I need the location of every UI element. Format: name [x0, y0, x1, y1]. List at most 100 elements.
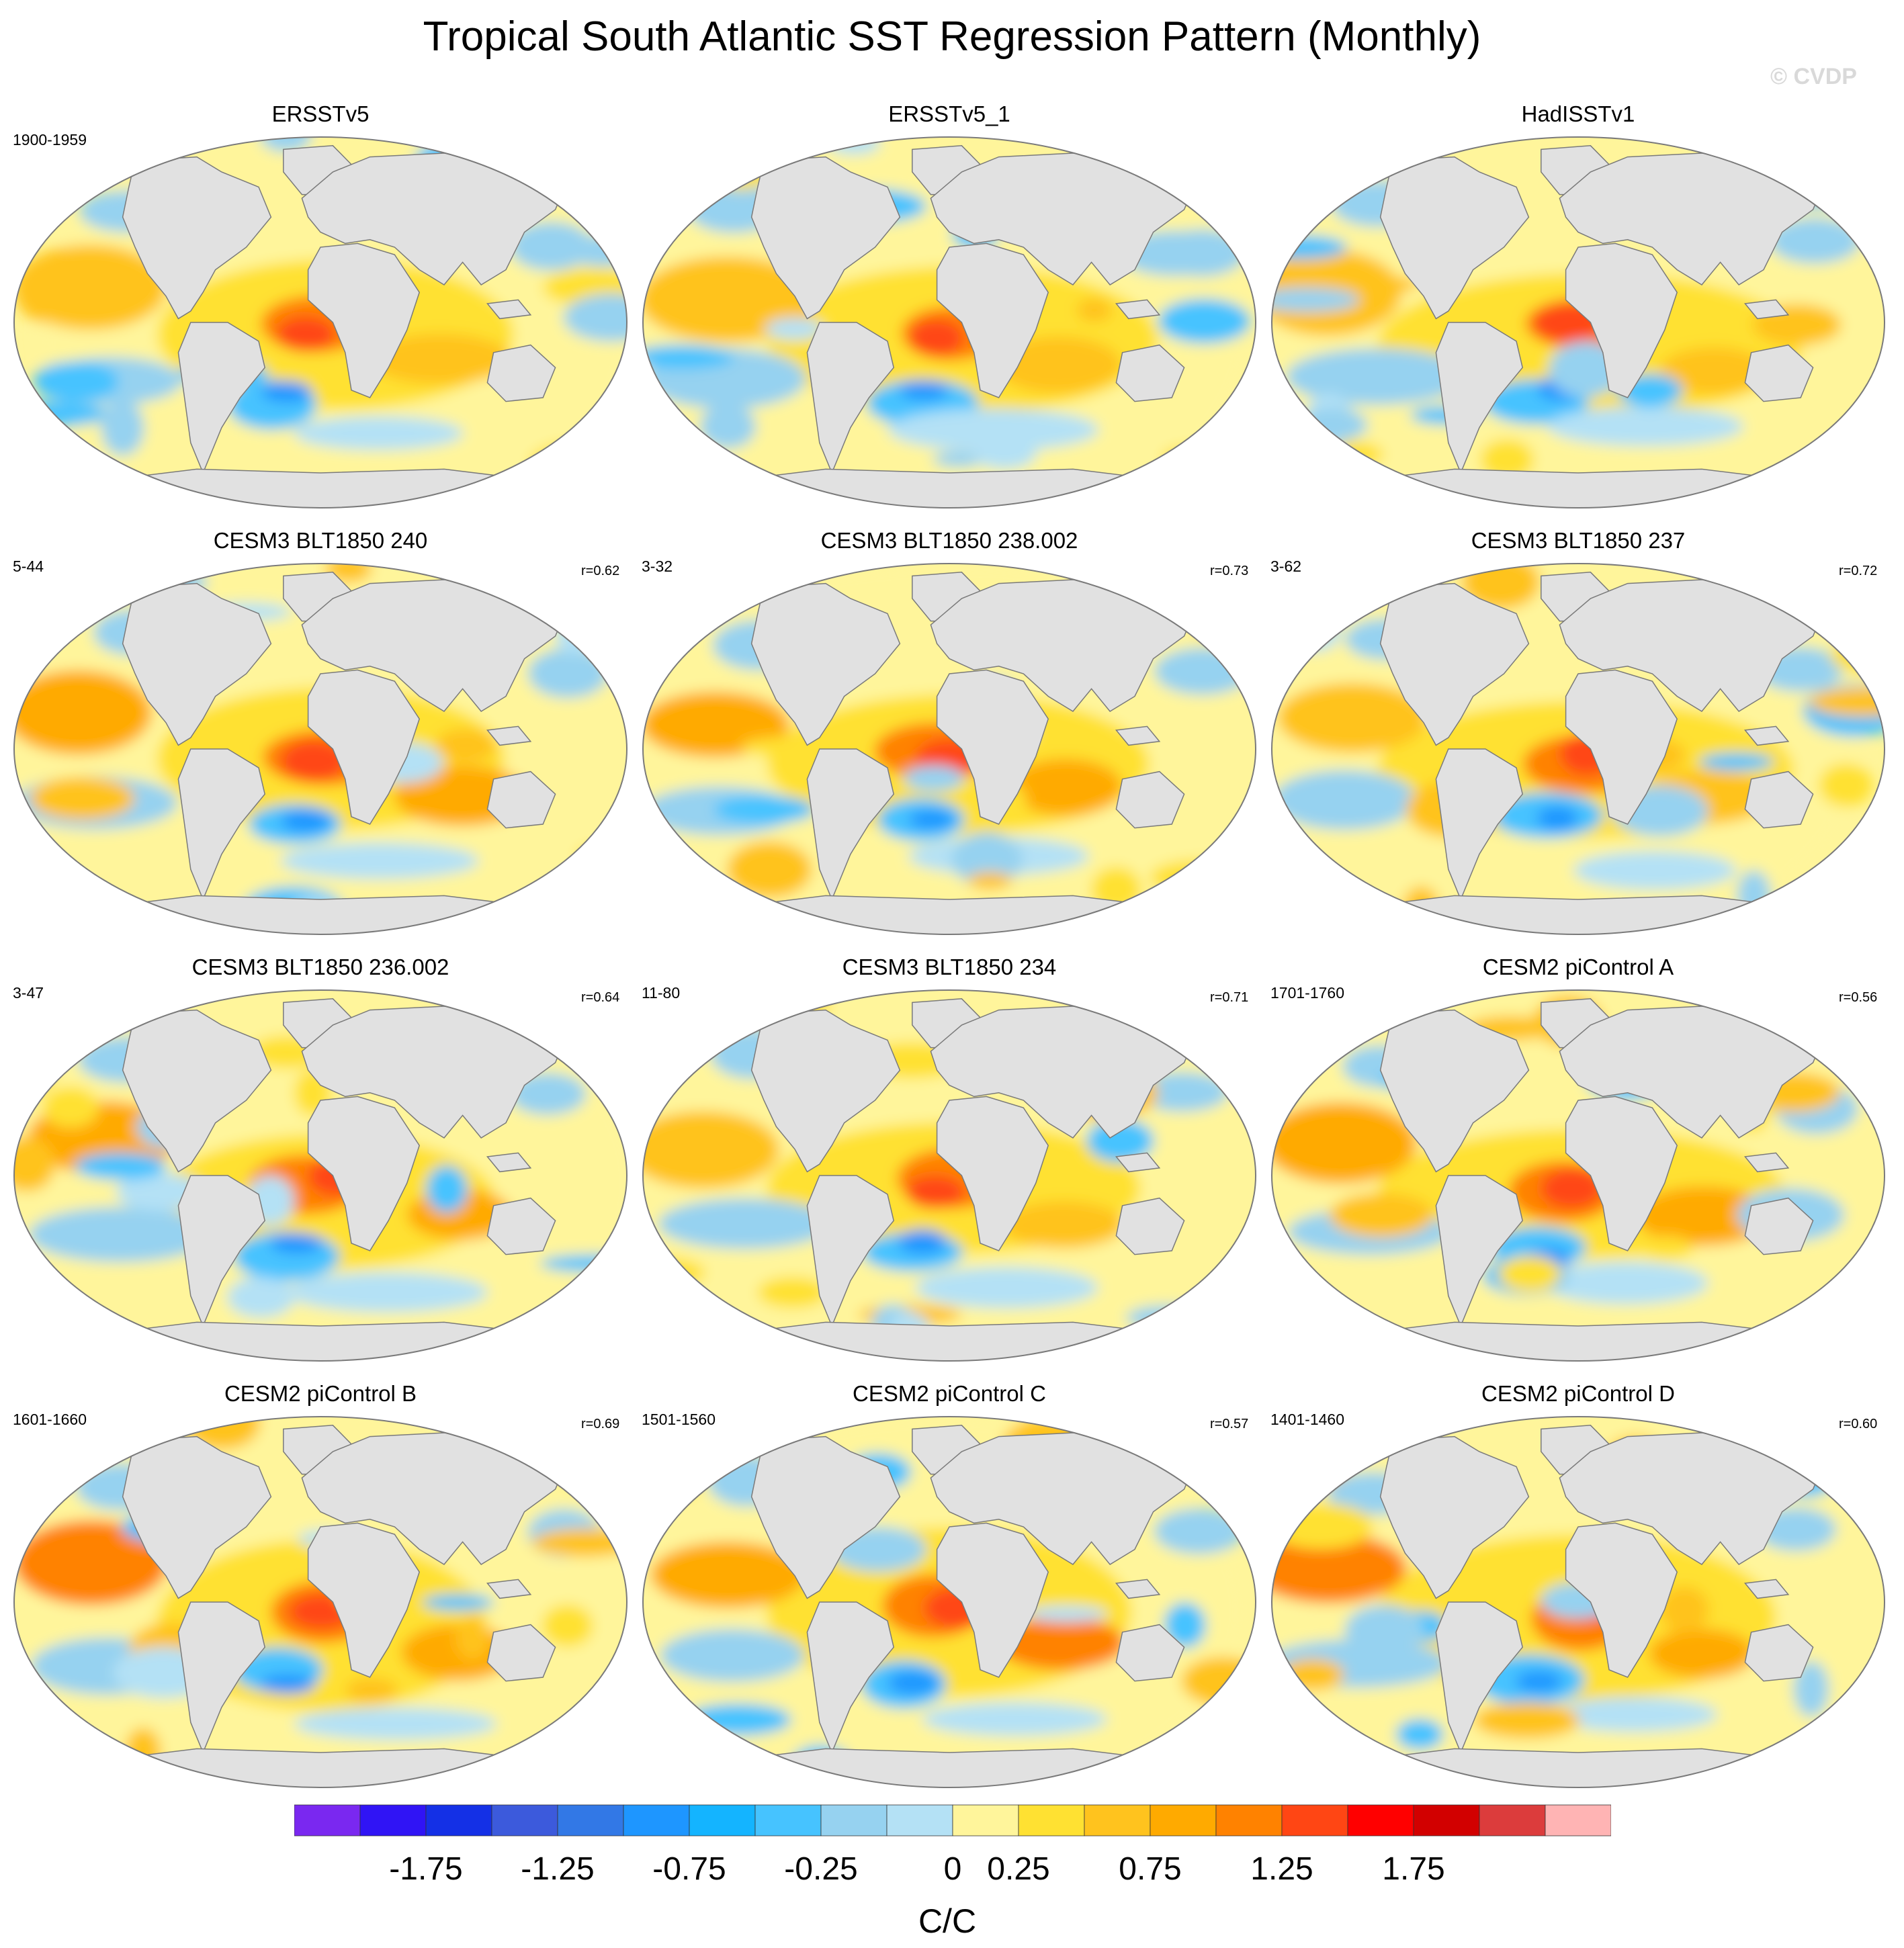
regression-map — [13, 989, 628, 1362]
colorbar-tick-label: -0.75 — [652, 1851, 726, 1887]
land-mass — [806, 748, 895, 901]
colorbar-swatch — [425, 1804, 492, 1836]
land-mass — [122, 582, 272, 746]
panel-title: CESM3 BLT1850 238.002 — [820, 528, 1078, 553]
land-mass — [1379, 1435, 1530, 1599]
regression-map — [13, 136, 628, 508]
panel-title: ERSSTv5 — [271, 101, 370, 126]
panel-pattern-correlation: r=0.56 — [1839, 990, 1878, 1005]
colorbar-swatch — [1215, 1804, 1283, 1836]
land-mass — [122, 156, 272, 320]
regression-map — [13, 1416, 628, 1788]
land-mass — [750, 582, 901, 746]
panel-period: 11-80 — [642, 984, 681, 1002]
panel-title: CESM2 piControl B — [224, 1381, 417, 1406]
land-mass — [1743, 1152, 1790, 1173]
panel-title: CESM3 BLT1850 234 — [842, 955, 1057, 979]
land-mass — [1435, 1175, 1524, 1327]
panel-title: CESM3 BLT1850 236.002 — [191, 955, 449, 979]
panel-title: HadISSTv1 — [1521, 101, 1635, 126]
map-outline — [13, 563, 628, 935]
map-outline — [642, 989, 1256, 1362]
colorbar-tick-label: 0.25 — [987, 1851, 1050, 1887]
land-mass — [750, 1009, 901, 1173]
regression-map — [1271, 1416, 1885, 1788]
panel-pattern-correlation: r=0.69 — [581, 1417, 620, 1431]
map-outline — [642, 1416, 1256, 1788]
map-outline — [13, 989, 628, 1362]
land-mass — [177, 748, 266, 901]
colorbar-swatch — [952, 1804, 1019, 1836]
land-mass — [307, 242, 421, 398]
colorbar-swatch — [754, 1804, 822, 1836]
land-mass — [1435, 748, 1524, 901]
land-mass — [1565, 1522, 1678, 1678]
colorbar-swatch — [886, 1804, 953, 1836]
map-outline — [1271, 563, 1885, 935]
panel-pattern-correlation: r=0.57 — [1210, 1417, 1249, 1431]
land-mass — [1115, 1579, 1161, 1599]
colorbar-tick-label: 1.75 — [1382, 1851, 1445, 1887]
regression-map — [13, 563, 628, 935]
land-mass — [750, 1435, 901, 1599]
land-mass — [1379, 582, 1530, 746]
panel-title: CESM2 piControl A — [1482, 955, 1674, 979]
panel-period: 1701-1760 — [1270, 984, 1344, 1002]
colorbar-swatch — [1150, 1804, 1217, 1836]
panel-period: 1401-1460 — [1270, 1411, 1344, 1428]
land-mass — [1115, 344, 1185, 402]
panel-pattern-correlation: r=0.62 — [581, 564, 620, 578]
regression-map — [642, 136, 1256, 508]
map-outline — [1271, 136, 1885, 508]
land-mass — [177, 1175, 266, 1327]
land-mass — [486, 299, 532, 320]
land-mass — [307, 1522, 421, 1678]
land-mass — [1115, 770, 1185, 829]
colorbar-swatch — [1545, 1804, 1611, 1836]
land-mass — [1743, 725, 1790, 746]
land-mass — [806, 1601, 895, 1754]
colorbar-swatch — [689, 1804, 756, 1836]
land-mass — [1115, 299, 1161, 320]
land-mass — [1435, 322, 1524, 474]
panel-period: 1601-1660 — [13, 1411, 87, 1428]
land-mass — [806, 1175, 895, 1327]
land-mass — [307, 1096, 421, 1251]
land-mass — [486, 344, 556, 402]
panel-period: 3-47 — [13, 984, 44, 1002]
regression-map — [1271, 136, 1885, 508]
colorbar-swatch — [1347, 1804, 1414, 1836]
land-mass — [486, 1579, 532, 1599]
regression-map — [1271, 563, 1885, 935]
land-mass — [1115, 725, 1161, 746]
panel-title: CESM3 BLT1850 237 — [1471, 528, 1686, 553]
land-mass — [1744, 344, 1814, 402]
colorbar-tick-label: -1.25 — [521, 1851, 595, 1887]
colorbar-tick-label: 0 — [943, 1851, 962, 1887]
land-mass — [1743, 1579, 1790, 1599]
panel-title: ERSSTv5_1 — [888, 101, 1010, 126]
colorbar-tick-label: 1.25 — [1250, 1851, 1313, 1887]
land-mass — [486, 1624, 556, 1682]
land-mass — [1379, 156, 1530, 320]
colorbar-swatch — [294, 1804, 361, 1836]
land-mass — [750, 156, 901, 320]
land-mass — [936, 669, 1049, 825]
land-mass — [936, 1096, 1049, 1251]
map-outline — [13, 136, 628, 508]
land-mass — [486, 1197, 556, 1255]
colorbar-tick-label: 0.75 — [1119, 1851, 1182, 1887]
land-mass — [486, 770, 556, 829]
colorbar-unit: C/C — [918, 1902, 977, 1940]
map-outline — [1271, 989, 1885, 1362]
figure-title: Tropical South Atlantic SST Regression P… — [423, 13, 1481, 60]
land-mass — [1565, 242, 1678, 398]
panel-period: 1900-1959 — [13, 131, 87, 148]
panel-pattern-correlation: r=0.72 — [1839, 564, 1878, 578]
cvdp-watermark: © CVDP — [1770, 64, 1857, 89]
land-mass — [1435, 1601, 1524, 1754]
panel-period: 3-32 — [642, 558, 673, 575]
panel-pattern-correlation: r=0.71 — [1210, 990, 1249, 1005]
land-mass — [177, 1601, 266, 1754]
land-mass — [1115, 1152, 1161, 1173]
